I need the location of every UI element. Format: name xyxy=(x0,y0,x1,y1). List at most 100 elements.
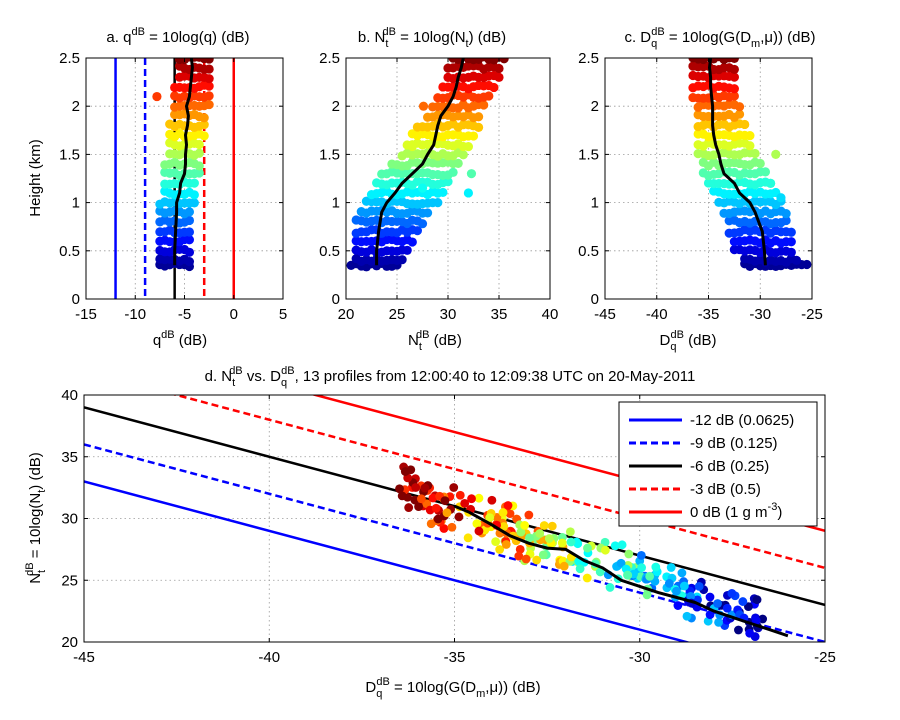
y-tick-label: 25 xyxy=(61,572,78,589)
data-point xyxy=(397,491,407,501)
data-point xyxy=(454,512,464,522)
data-point xyxy=(433,198,443,208)
x-tick-label: -35 xyxy=(444,649,466,666)
data-point xyxy=(565,527,575,537)
y-tick-label: 40 xyxy=(61,387,78,404)
y-tick-label: 1.5 xyxy=(59,146,80,163)
data-point xyxy=(745,628,755,638)
plot-content xyxy=(688,58,812,271)
data-point xyxy=(714,618,723,627)
x-tick-label: -25 xyxy=(801,306,823,323)
panel-b: 20 25 30 35 40 0 0.5 1 1.5 2 2.5 b. NtdB = 10log(N… xyxy=(319,26,558,353)
data-point xyxy=(734,102,745,112)
data-point xyxy=(431,503,441,513)
data-point xyxy=(524,510,534,520)
x-tick-label: -40 xyxy=(258,649,280,666)
data-point xyxy=(645,571,655,581)
data-point xyxy=(410,495,420,505)
data-point xyxy=(727,588,737,598)
data-point xyxy=(204,81,214,91)
data-point xyxy=(414,502,424,512)
data-point xyxy=(583,543,592,553)
y-tick-label: 2 xyxy=(591,98,599,115)
data-point xyxy=(595,567,605,577)
x-tick-label: 35 xyxy=(491,306,508,323)
data-point xyxy=(525,533,534,543)
data-point xyxy=(535,529,545,538)
data-point xyxy=(489,82,499,93)
data-point xyxy=(417,219,428,229)
plot-content xyxy=(84,395,825,642)
data-point xyxy=(455,490,465,500)
data-point xyxy=(199,120,209,130)
data-point xyxy=(673,601,683,610)
data-point xyxy=(494,63,504,74)
data-point xyxy=(617,540,627,550)
y-tick-label: 0.5 xyxy=(319,243,340,260)
data-point xyxy=(521,554,531,564)
data-point xyxy=(447,522,457,532)
data-point xyxy=(184,227,195,237)
data-point xyxy=(616,558,626,568)
data-point xyxy=(802,259,812,270)
data-point xyxy=(744,602,753,612)
data-point xyxy=(755,158,765,169)
data-point xyxy=(694,581,704,591)
data-point xyxy=(677,568,687,578)
y-tick-label: 1 xyxy=(591,195,599,212)
data-point xyxy=(766,178,776,188)
data-point xyxy=(487,495,497,505)
y-tick-label: 2 xyxy=(72,98,80,115)
legend-entry: 0 dB (1 g m-3) xyxy=(629,501,782,521)
data-point xyxy=(184,207,195,217)
median-line xyxy=(453,504,789,638)
data-point xyxy=(781,215,791,226)
data-point xyxy=(423,208,433,218)
reference-line xyxy=(171,395,825,570)
data-point xyxy=(672,586,681,596)
data-point xyxy=(474,122,484,132)
x-tick-label: 30 xyxy=(440,306,457,323)
data-point xyxy=(501,540,511,549)
x-tick-label: -30 xyxy=(629,649,651,666)
data-point xyxy=(418,101,429,111)
data-point xyxy=(686,591,696,601)
data-point xyxy=(781,209,791,219)
data-point xyxy=(738,597,748,606)
data-point xyxy=(411,483,421,492)
data-point xyxy=(729,64,739,75)
data-point xyxy=(474,493,484,503)
data-point xyxy=(484,91,494,101)
y-tick-label: 0 xyxy=(72,291,80,308)
legend: -12 dB (0.0625) -9 dB (0.125) -6 dB (0.2… xyxy=(618,401,818,527)
data-point xyxy=(624,549,634,559)
data-point xyxy=(453,158,463,168)
panel-d-title: d. NtdB vs. DqdB, 13 profiles from 12:00… xyxy=(205,365,696,389)
data-point xyxy=(539,521,549,530)
data-point xyxy=(204,99,214,110)
data-point xyxy=(467,494,476,504)
x-tick-label: -45 xyxy=(594,306,616,323)
y-tick-label: 2.5 xyxy=(319,50,340,67)
panel-c-xlabel: DqdB (dB) xyxy=(660,329,717,353)
data-point xyxy=(516,527,526,537)
panel-c: -45 -40 -35 -30 -25 0 0.5 1 1.5 2 2.5 c. DqdB = 10… xyxy=(578,26,823,353)
data-point xyxy=(428,493,438,503)
y-tick-label: 0 xyxy=(332,291,340,308)
data-point xyxy=(412,226,422,236)
y-tick-label: 1.5 xyxy=(578,146,599,163)
data-point xyxy=(474,526,484,536)
data-point xyxy=(666,563,676,572)
data-point xyxy=(420,483,430,493)
data-point xyxy=(520,520,530,530)
x-tick-label: -25 xyxy=(814,649,836,666)
data-point xyxy=(407,140,417,150)
y-tick-label: 1.5 xyxy=(319,146,340,163)
data-point xyxy=(636,550,646,560)
data-point xyxy=(495,545,505,554)
data-point xyxy=(544,534,554,543)
data-point xyxy=(189,190,199,200)
data-point xyxy=(400,467,410,476)
data-point xyxy=(433,514,443,524)
x-tick-label: -15 xyxy=(75,306,97,323)
